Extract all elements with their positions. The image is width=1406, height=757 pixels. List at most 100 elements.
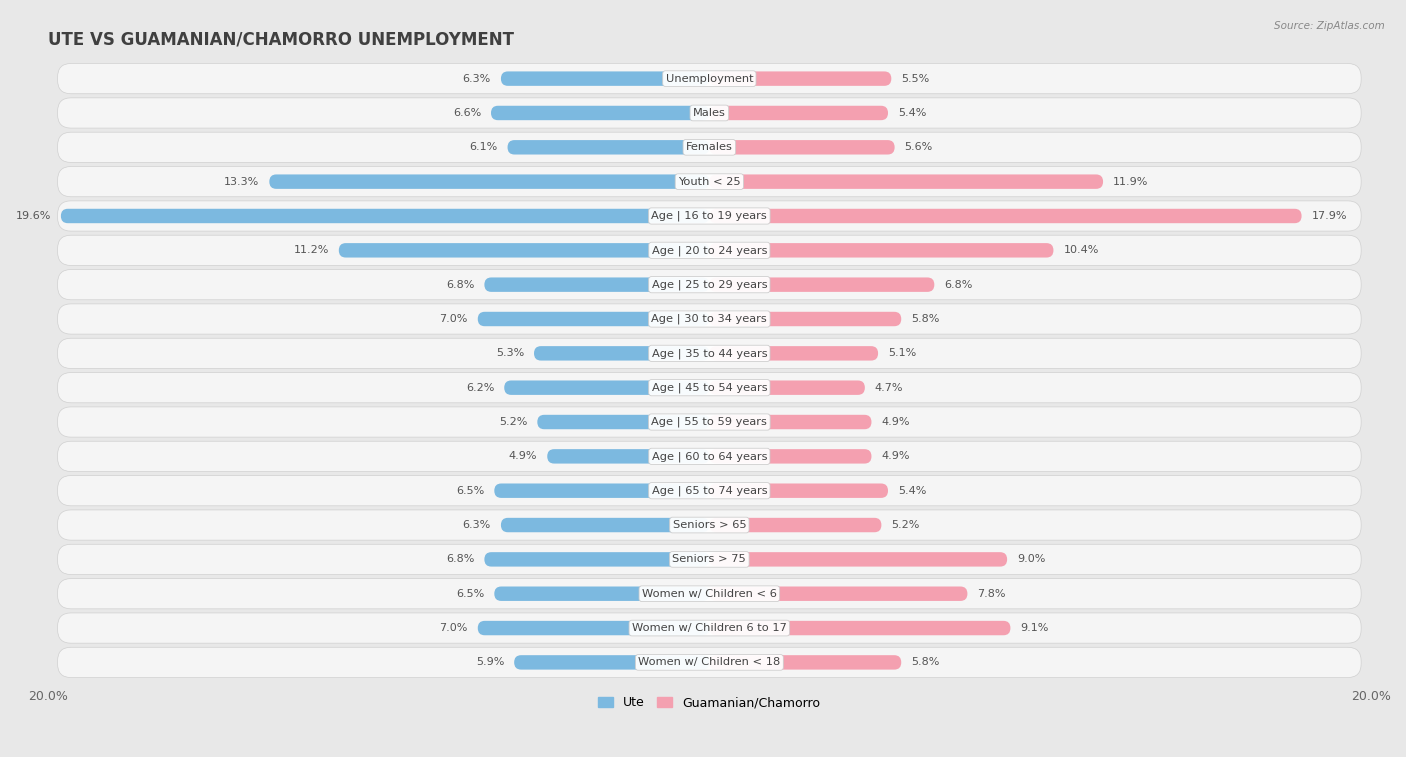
FancyBboxPatch shape [505, 381, 710, 395]
FancyBboxPatch shape [58, 475, 1361, 506]
Text: 5.8%: 5.8% [911, 657, 939, 668]
Text: 19.6%: 19.6% [15, 211, 51, 221]
Text: 13.3%: 13.3% [224, 176, 259, 187]
FancyBboxPatch shape [537, 415, 710, 429]
Text: 5.4%: 5.4% [898, 108, 927, 118]
Text: 5.9%: 5.9% [475, 657, 505, 668]
FancyBboxPatch shape [58, 441, 1361, 472]
FancyBboxPatch shape [58, 269, 1361, 300]
Text: Women w/ Children < 6: Women w/ Children < 6 [643, 589, 776, 599]
Legend: Ute, Guamanian/Chamorro: Ute, Guamanian/Chamorro [593, 691, 825, 715]
FancyBboxPatch shape [534, 346, 710, 360]
Text: 7.0%: 7.0% [440, 623, 468, 633]
Text: Age | 30 to 34 years: Age | 30 to 34 years [651, 313, 768, 324]
FancyBboxPatch shape [58, 132, 1361, 163]
Text: Age | 20 to 24 years: Age | 20 to 24 years [651, 245, 768, 256]
Text: 4.9%: 4.9% [509, 451, 537, 461]
Text: 9.1%: 9.1% [1021, 623, 1049, 633]
FancyBboxPatch shape [478, 312, 710, 326]
FancyBboxPatch shape [710, 655, 901, 670]
FancyBboxPatch shape [58, 613, 1361, 643]
Text: 11.2%: 11.2% [294, 245, 329, 255]
FancyBboxPatch shape [710, 621, 1011, 635]
FancyBboxPatch shape [710, 174, 1104, 188]
FancyBboxPatch shape [710, 346, 879, 360]
FancyBboxPatch shape [501, 71, 710, 86]
FancyBboxPatch shape [58, 544, 1361, 575]
Text: 6.8%: 6.8% [446, 554, 474, 565]
Text: 4.7%: 4.7% [875, 383, 903, 393]
FancyBboxPatch shape [58, 201, 1361, 231]
FancyBboxPatch shape [710, 381, 865, 395]
Text: 17.9%: 17.9% [1312, 211, 1347, 221]
Text: 6.6%: 6.6% [453, 108, 481, 118]
Text: 7.8%: 7.8% [977, 589, 1005, 599]
Text: 9.0%: 9.0% [1017, 554, 1046, 565]
FancyBboxPatch shape [58, 338, 1361, 369]
FancyBboxPatch shape [478, 621, 710, 635]
FancyBboxPatch shape [495, 484, 710, 498]
FancyBboxPatch shape [60, 209, 710, 223]
Text: 6.5%: 6.5% [456, 589, 485, 599]
Text: Unemployment: Unemployment [665, 73, 754, 83]
Text: 6.8%: 6.8% [446, 279, 474, 290]
Text: 5.2%: 5.2% [891, 520, 920, 530]
Text: 5.1%: 5.1% [889, 348, 917, 358]
Text: Age | 25 to 29 years: Age | 25 to 29 years [651, 279, 768, 290]
FancyBboxPatch shape [501, 518, 710, 532]
FancyBboxPatch shape [710, 278, 935, 292]
FancyBboxPatch shape [58, 647, 1361, 678]
Text: 5.6%: 5.6% [904, 142, 932, 152]
Text: 11.9%: 11.9% [1114, 176, 1149, 187]
FancyBboxPatch shape [710, 106, 889, 120]
Text: Age | 55 to 59 years: Age | 55 to 59 years [651, 417, 768, 427]
FancyBboxPatch shape [710, 587, 967, 601]
Text: 10.4%: 10.4% [1063, 245, 1098, 255]
Text: Age | 35 to 44 years: Age | 35 to 44 years [651, 348, 768, 359]
Text: 5.8%: 5.8% [911, 314, 939, 324]
Text: 6.5%: 6.5% [456, 486, 485, 496]
Text: 5.5%: 5.5% [901, 73, 929, 83]
FancyBboxPatch shape [710, 140, 894, 154]
FancyBboxPatch shape [58, 167, 1361, 197]
Text: 5.3%: 5.3% [496, 348, 524, 358]
FancyBboxPatch shape [710, 312, 901, 326]
FancyBboxPatch shape [710, 243, 1053, 257]
FancyBboxPatch shape [58, 304, 1361, 334]
Text: Age | 60 to 64 years: Age | 60 to 64 years [651, 451, 768, 462]
Text: 5.2%: 5.2% [499, 417, 527, 427]
FancyBboxPatch shape [710, 518, 882, 532]
Text: 5.4%: 5.4% [898, 486, 927, 496]
Text: 6.3%: 6.3% [463, 520, 491, 530]
Text: Women w/ Children < 18: Women w/ Children < 18 [638, 657, 780, 668]
FancyBboxPatch shape [58, 578, 1361, 609]
FancyBboxPatch shape [58, 64, 1361, 94]
Text: 6.1%: 6.1% [470, 142, 498, 152]
FancyBboxPatch shape [58, 510, 1361, 540]
Text: 6.8%: 6.8% [945, 279, 973, 290]
FancyBboxPatch shape [710, 484, 889, 498]
Text: 7.0%: 7.0% [440, 314, 468, 324]
Text: UTE VS GUAMANIAN/CHAMORRO UNEMPLOYMENT: UTE VS GUAMANIAN/CHAMORRO UNEMPLOYMENT [48, 30, 513, 48]
Text: Seniors > 65: Seniors > 65 [672, 520, 747, 530]
Text: Age | 65 to 74 years: Age | 65 to 74 years [651, 485, 768, 496]
Text: 4.9%: 4.9% [882, 451, 910, 461]
FancyBboxPatch shape [58, 235, 1361, 266]
FancyBboxPatch shape [547, 449, 710, 463]
FancyBboxPatch shape [710, 415, 872, 429]
FancyBboxPatch shape [508, 140, 710, 154]
FancyBboxPatch shape [710, 552, 1007, 566]
Text: 6.2%: 6.2% [465, 383, 495, 393]
FancyBboxPatch shape [58, 407, 1361, 437]
Text: Seniors > 75: Seniors > 75 [672, 554, 747, 565]
FancyBboxPatch shape [710, 449, 872, 463]
Text: Women w/ Children 6 to 17: Women w/ Children 6 to 17 [631, 623, 787, 633]
Text: Age | 45 to 54 years: Age | 45 to 54 years [651, 382, 768, 393]
Text: Source: ZipAtlas.com: Source: ZipAtlas.com [1274, 21, 1385, 31]
Text: 4.9%: 4.9% [882, 417, 910, 427]
FancyBboxPatch shape [485, 278, 710, 292]
FancyBboxPatch shape [339, 243, 710, 257]
Text: Youth < 25: Youth < 25 [678, 176, 741, 187]
FancyBboxPatch shape [710, 209, 1302, 223]
FancyBboxPatch shape [495, 587, 710, 601]
